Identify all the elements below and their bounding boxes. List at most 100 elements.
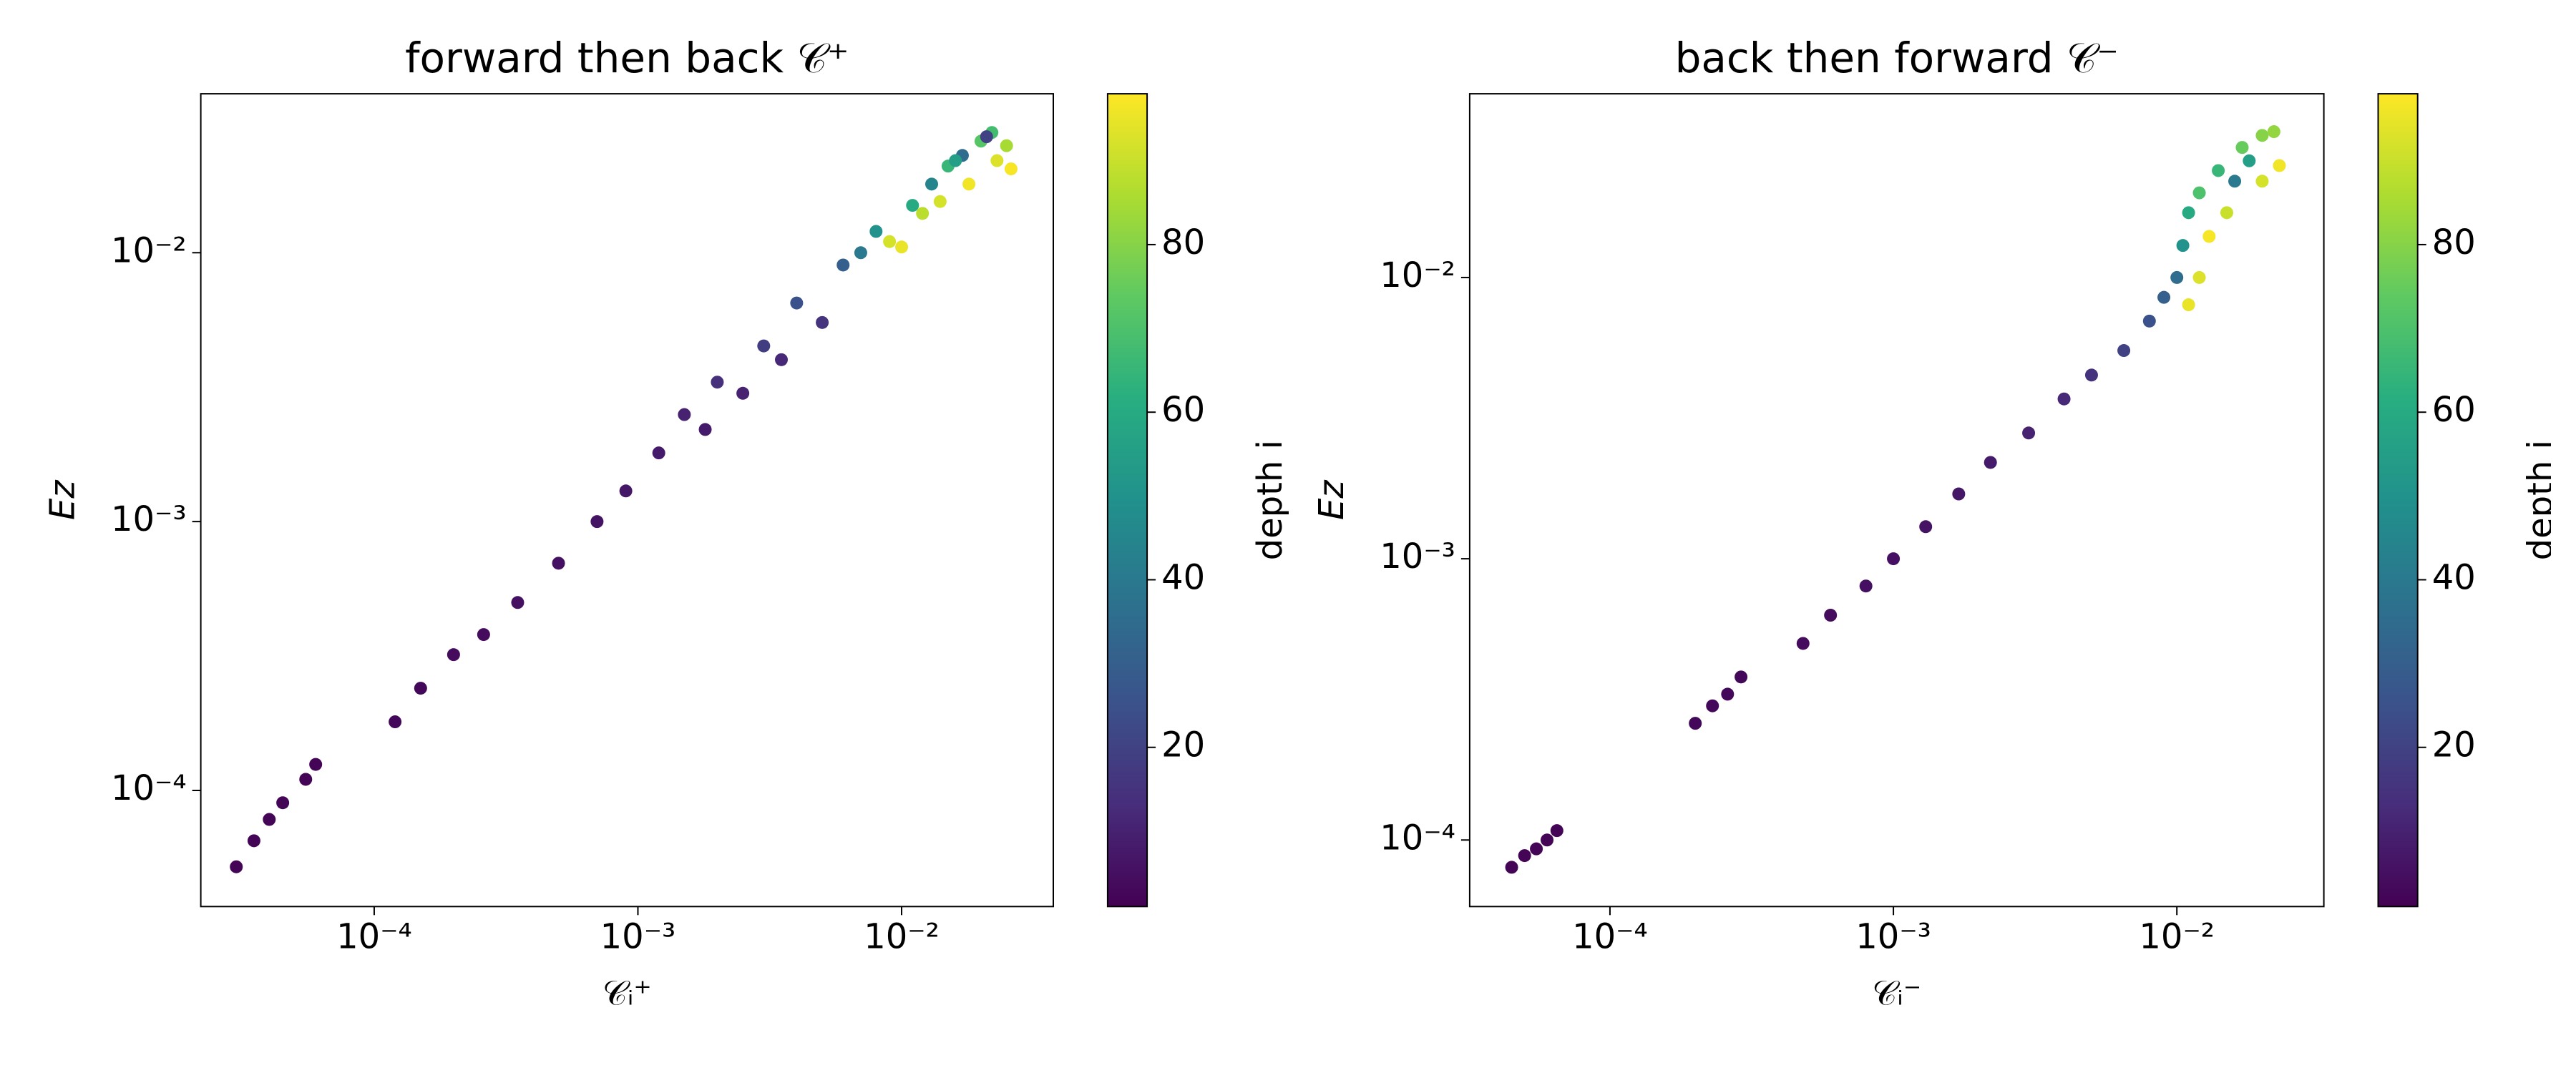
- point: [1518, 849, 1531, 863]
- plot-frame: [1468, 93, 2325, 908]
- chart-title: back then forward 𝒞⁻: [1675, 34, 2119, 82]
- point: [1530, 842, 1543, 856]
- point: [711, 376, 724, 389]
- point: [1919, 520, 1933, 534]
- point: [1541, 833, 1554, 847]
- colorbar-tick-label: 60: [2432, 390, 2476, 430]
- point: [774, 353, 788, 366]
- point: [2182, 206, 2195, 220]
- point: [883, 235, 897, 248]
- point: [816, 315, 829, 329]
- point: [1984, 456, 1997, 469]
- point: [2176, 239, 2190, 253]
- point: [895, 240, 909, 254]
- point: [2220, 206, 2233, 220]
- point: [2117, 344, 2131, 358]
- point: [2057, 392, 2071, 406]
- point: [590, 515, 604, 529]
- point: [980, 130, 993, 144]
- colorbar-tick-label: 20: [1161, 725, 1205, 765]
- x-tick-label: 10⁻⁴: [336, 916, 412, 956]
- colorbar-tick-label: 80: [2432, 222, 2476, 263]
- colorbar: [2377, 93, 2419, 908]
- y-tick-label: 10⁻³: [111, 499, 187, 539]
- point: [869, 225, 883, 238]
- x-tick-label: 10⁻²: [864, 916, 940, 956]
- colorbar-label: depth i: [2521, 440, 2551, 560]
- point: [414, 682, 427, 695]
- point: [652, 446, 665, 460]
- x-axis-label: 𝒞ᵢ⁻: [1872, 974, 1921, 1014]
- point: [962, 177, 976, 191]
- point: [1887, 552, 1901, 566]
- point: [2235, 141, 2249, 155]
- point: [1004, 162, 1018, 176]
- point: [736, 386, 750, 400]
- point: [790, 296, 804, 310]
- point: [1550, 824, 1563, 838]
- point: [925, 177, 939, 191]
- x-tick-label: 10⁻³: [600, 916, 676, 956]
- point: [1505, 861, 1518, 874]
- point: [916, 207, 930, 220]
- point: [1952, 487, 1966, 501]
- point: [2022, 426, 2036, 440]
- chart-title: forward then back 𝒞⁺: [405, 34, 849, 82]
- point: [1859, 579, 1873, 593]
- point: [2192, 270, 2206, 284]
- point: [2157, 290, 2171, 304]
- point: [854, 246, 867, 260]
- point: [511, 596, 525, 609]
- x-tick-label: 10⁻⁴: [1572, 916, 1648, 956]
- colorbar-tick-label: 60: [1161, 390, 1205, 430]
- point: [757, 339, 771, 353]
- point: [309, 758, 323, 771]
- plot-frame: [200, 93, 1055, 908]
- point: [906, 199, 919, 212]
- y-tick-label: 10⁻²: [111, 230, 187, 270]
- point: [678, 408, 691, 421]
- point: [477, 628, 490, 642]
- point: [2084, 368, 2098, 382]
- y-tick-label: 10⁻⁴: [111, 768, 187, 808]
- point: [2192, 186, 2206, 200]
- point: [1824, 609, 1838, 622]
- point: [299, 773, 313, 786]
- y-tick-label: 10⁻⁴: [1380, 818, 1455, 858]
- point: [1735, 670, 1748, 684]
- point: [1796, 637, 1810, 650]
- point: [2202, 230, 2216, 243]
- x-axis-label: 𝒞ᵢ⁺: [602, 974, 652, 1014]
- point: [2212, 164, 2225, 177]
- point: [230, 860, 243, 873]
- point: [619, 484, 633, 498]
- x-tick-label: 10⁻³: [1855, 916, 1931, 956]
- point: [2142, 314, 2156, 328]
- point: [990, 154, 1004, 167]
- point: [2182, 298, 2195, 312]
- point: [552, 557, 565, 570]
- point: [1689, 717, 1702, 730]
- colorbar: [1106, 93, 1148, 908]
- point: [2243, 154, 2256, 167]
- point: [933, 195, 947, 208]
- point: [247, 834, 260, 848]
- point: [1000, 139, 1013, 152]
- point: [2255, 129, 2269, 142]
- point: [263, 813, 276, 826]
- point: [836, 258, 850, 272]
- point: [2228, 175, 2242, 188]
- point: [2267, 125, 2280, 139]
- point: [2273, 159, 2286, 172]
- point: [447, 648, 460, 662]
- y-axis-label: Ez: [43, 479, 83, 520]
- point: [2255, 175, 2269, 188]
- y-axis-label: Ez: [1312, 479, 1352, 520]
- colorbar-tick-label: 40: [2432, 557, 2476, 597]
- point: [698, 423, 712, 436]
- x-tick-label: 10⁻²: [2139, 916, 2215, 956]
- y-tick-label: 10⁻²: [1380, 255, 1455, 295]
- y-tick-label: 10⁻³: [1380, 536, 1455, 577]
- point: [276, 796, 290, 810]
